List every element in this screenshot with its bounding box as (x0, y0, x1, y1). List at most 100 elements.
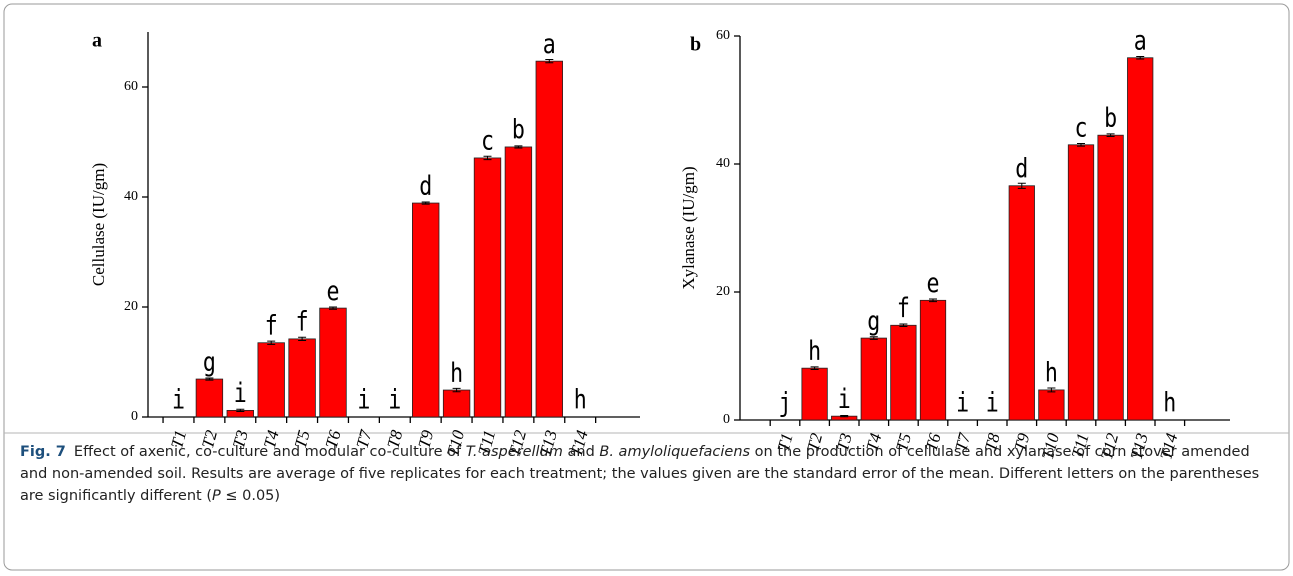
bar (1127, 57, 1154, 421)
bar (1038, 389, 1065, 421)
significance-letter: i (172, 383, 185, 415)
bar (535, 60, 563, 418)
caption-text: ≤ 0.05) (220, 488, 281, 504)
bar (257, 342, 285, 418)
panel-label: a (92, 30, 102, 52)
error-bar (899, 323, 908, 328)
significance-letter: i (986, 386, 999, 418)
x-tick-label: T9 (414, 428, 437, 451)
significance-letter: b (1104, 102, 1117, 134)
bar (919, 299, 947, 421)
error-bar (929, 298, 937, 303)
significance-letter: e (326, 274, 339, 306)
error-bar (810, 366, 819, 370)
significance-letter: h (808, 334, 821, 366)
y-tick-label: 40 (124, 189, 138, 204)
significance-letter: h (1045, 356, 1058, 388)
x-tick-label: T1 (167, 428, 190, 450)
panel-label: b (690, 34, 701, 56)
error-bar (483, 155, 492, 161)
bar (1008, 185, 1035, 421)
x-tick-label: T6 (322, 428, 345, 451)
significance-letter: j (778, 386, 791, 418)
y-tick-label: 40 (716, 156, 730, 171)
error-bar (514, 145, 523, 149)
error-bar (1136, 55, 1145, 60)
significance-letter: i (388, 383, 401, 415)
x-tick-label: T3 (229, 428, 252, 450)
error-bar (329, 306, 337, 310)
x-tick-label: T8 (383, 428, 406, 451)
significance-letter: i (956, 386, 969, 418)
bar (504, 146, 533, 418)
x-tick-label: T4 (862, 431, 885, 454)
error-bar (869, 336, 878, 340)
y-axis-label: Cellulase (IU/gm) (89, 163, 108, 286)
x-tick-label: T4 (260, 428, 283, 451)
error-bar (545, 59, 554, 64)
y-tick-label: 60 (124, 79, 138, 94)
caption-text: on the production of cellulase and xylan… (20, 444, 1260, 504)
caption-text: B. amyloliquefaciens (599, 444, 751, 460)
significance-letter: h (450, 356, 463, 388)
caption-text: and (562, 444, 600, 460)
y-tick-label: 0 (723, 412, 730, 427)
bar (801, 367, 828, 421)
error-bar (205, 377, 214, 381)
error-bar (840, 415, 849, 418)
bar (860, 337, 887, 421)
caption-text: T. asperellum (465, 444, 563, 460)
error-bar (1077, 143, 1085, 147)
x-tick-label: T1 (774, 431, 797, 453)
x-tick-label: T7 (951, 430, 974, 454)
significance-letter: a (1134, 24, 1147, 56)
caption-text: P (212, 488, 221, 504)
error-bar (1047, 387, 1056, 393)
significance-letter: f (265, 309, 278, 341)
significance-letter: f (296, 305, 309, 337)
significance-letter: b (512, 113, 525, 145)
significance-letter: h (1163, 386, 1176, 418)
x-tick-label: T6 (922, 431, 945, 454)
caption: Fig. 7 Effect of axenic, co-culture and m… (20, 441, 1270, 507)
y-tick-label: 20 (124, 299, 138, 314)
significance-letter: i (838, 382, 851, 414)
error-bar (452, 387, 461, 393)
significance-letter: c (1074, 111, 1087, 143)
x-tick-label: T8 (981, 431, 1004, 454)
bar (288, 338, 316, 418)
significance-letter: g (203, 345, 216, 377)
error-bar (421, 201, 430, 205)
x-tick-label: T2 (198, 428, 221, 451)
caption-label: Fig. 7 (20, 444, 66, 460)
caption-text: Effect of axenic, co-culture and modular… (73, 444, 466, 460)
bar (1067, 144, 1095, 421)
y-axis-label: Xylanase (IU/gm) (679, 166, 698, 289)
y-tick-label: 60 (716, 28, 730, 43)
error-bar (1106, 133, 1115, 137)
x-tick-label: T9 (1010, 431, 1033, 454)
significance-letter: d (419, 169, 432, 201)
significance-letter: h (574, 383, 587, 415)
significance-letter: e (926, 267, 939, 299)
error-bar (236, 408, 245, 412)
significance-letter: d (1015, 152, 1028, 184)
significance-letter: i (357, 383, 370, 415)
x-tick-label: T5 (291, 428, 314, 450)
error-bar (267, 340, 276, 345)
x-tick-label: T5 (892, 431, 915, 453)
error-bar (1017, 182, 1026, 189)
error-bar (298, 336, 307, 342)
significance-letter: a (543, 27, 556, 59)
x-tick-label: T7 (353, 427, 376, 451)
bar (319, 307, 347, 418)
bar (195, 378, 224, 418)
significance-letter: i (234, 377, 247, 409)
y-tick-label: 0 (131, 409, 138, 424)
x-tick-label: T3 (833, 431, 856, 453)
bar (442, 389, 471, 418)
bar (890, 324, 917, 421)
frame (3, 3, 1290, 571)
bar (412, 202, 440, 418)
